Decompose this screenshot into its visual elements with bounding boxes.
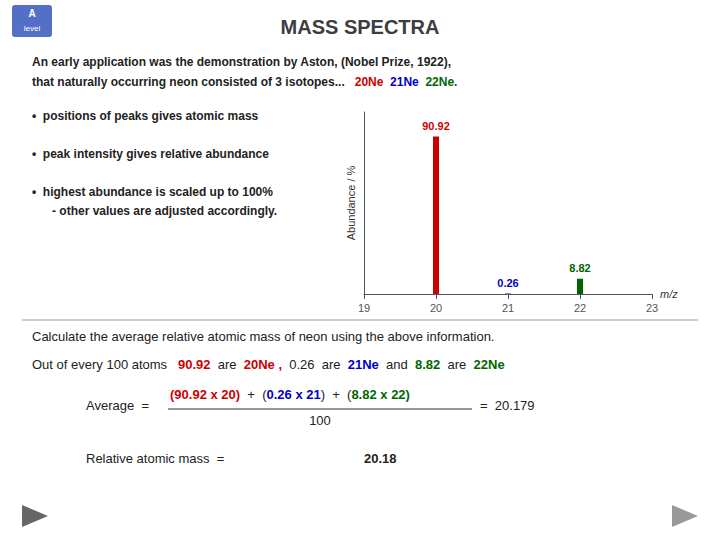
svg-text:20: 20 [244,357,258,372]
svg-text:8.82: 8.82 [415,357,440,372]
svg-text:22: 22 [574,302,586,314]
svg-text:Ne ,: Ne , [258,357,282,372]
svg-text:• positions of peaks gives at: • positions of peaks gives atomic mass [32,109,259,123]
svg-text:Average =: Average = [86,398,149,413]
svg-text:that naturally occurring neon: that naturally occurring neon consisted … [32,75,355,89]
svg-text:and: and [379,357,415,372]
svg-text:m/z: m/z [660,288,678,300]
svg-text:Abundance / %: Abundance / % [345,165,357,240]
svg-text:Calculate the average relative: Calculate the average relative atomic ma… [32,329,494,344]
svg-text:(90.92 x 20): (90.92 x 20) [170,387,240,402]
svg-text:20: 20 [355,75,369,89]
svg-text:100: 100 [309,413,331,428]
svg-text:22: 22 [474,357,488,372]
svg-text:0.26: 0.26 [497,277,518,289]
svg-text:0.26 are: 0.26 are [282,357,348,372]
svg-text:20.18: 20.18 [364,451,397,466]
svg-text:19: 19 [358,302,370,314]
svg-text:• peak intensity gives relati: • peak intensity gives relative abundanc… [32,147,269,161]
svg-text:A: A [28,8,35,19]
svg-text:are: are [440,357,473,372]
svg-text:Ne: Ne [362,357,379,372]
svg-text:0.26 x 21: 0.26 x 21 [266,387,320,402]
svg-text:21: 21 [502,302,514,314]
svg-text:Ne: Ne [368,75,390,89]
svg-text:level: level [24,24,41,33]
svg-text:= 20.179: = 20.179 [480,398,535,413]
svg-text:• highest abundance is scaled: • highest abundance is scaled up to 100% [32,185,273,199]
svg-text:MASS SPECTRA: MASS SPECTRA [281,16,440,38]
svg-text:) + (: ) + ( [321,387,352,402]
svg-text:90.92: 90.92 [422,120,450,132]
svg-text:): ) [406,387,410,402]
svg-text:Ne: Ne [403,75,425,89]
svg-text:90.92: 90.92 [178,357,211,372]
svg-text:Out of every 100 atoms: Out of every 100 atoms [32,357,178,372]
svg-text:21: 21 [390,75,404,89]
svg-text:An early application was the d: An early application was the demonstrati… [32,55,451,69]
svg-text:Ne.: Ne. [439,75,458,89]
svg-text:are: are [210,357,243,372]
svg-text:8.82: 8.82 [569,262,590,274]
svg-text:Relative atomic mass =: Relative atomic mass = [86,451,224,466]
svg-text:20: 20 [430,302,442,314]
svg-text:8.82 x 22: 8.82 x 22 [351,387,405,402]
svg-text:Ne: Ne [488,357,505,372]
svg-text:23: 23 [646,302,658,314]
svg-text:21: 21 [348,357,362,372]
svg-text:22: 22 [425,75,439,89]
svg-text:- other values are adjusted ac: - other values are adjusted accordingly. [52,204,277,218]
svg-text:+ (: + ( [240,387,267,402]
